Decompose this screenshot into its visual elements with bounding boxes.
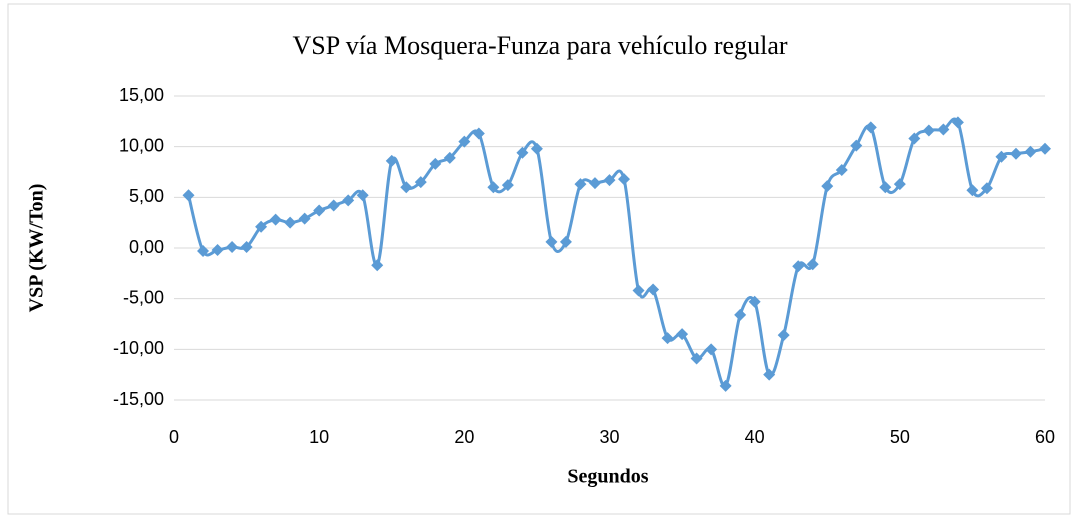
chart-frame (7, 3, 1071, 515)
data-point (748, 295, 761, 308)
data-point (414, 176, 427, 189)
data-point (734, 308, 747, 321)
data-point (937, 123, 950, 136)
data-point (719, 379, 732, 392)
x-tick-label: 40 (745, 427, 765, 447)
data-point (647, 283, 660, 296)
data-point (400, 181, 413, 194)
data-point (226, 240, 239, 253)
data-point (676, 328, 689, 341)
data-point (342, 194, 355, 207)
y-tick-label: 0,00 (129, 237, 164, 257)
data-point (922, 124, 935, 137)
x-tick-label: 50 (890, 427, 910, 447)
data-point (516, 146, 529, 159)
data-point (284, 216, 297, 229)
y-tick-label: 5,00 (129, 186, 164, 206)
data-point (632, 284, 645, 297)
data-point (501, 179, 514, 192)
data-point (980, 182, 993, 195)
data-point (182, 189, 195, 202)
x-tick-label: 20 (454, 427, 474, 447)
y-tick-label: 15,00 (119, 85, 164, 105)
data-point (327, 199, 340, 212)
data-point (588, 177, 601, 190)
data-point (313, 204, 326, 217)
data-point (1009, 147, 1022, 160)
data-point (893, 178, 906, 191)
data-point (255, 220, 268, 233)
data-point (545, 235, 558, 248)
y-tick-label: -10,00 (113, 338, 164, 358)
data-point (530, 142, 543, 155)
y-tick-label: 10,00 (119, 135, 164, 155)
data-point (429, 157, 442, 170)
data-point (966, 184, 979, 197)
data-point (806, 258, 819, 271)
data-point (763, 368, 776, 381)
data-point (1024, 145, 1037, 158)
data-point (443, 151, 456, 164)
data-point (559, 235, 572, 248)
x-tick-label: 10 (309, 427, 329, 447)
data-point (269, 213, 282, 226)
x-axis-label: Segundos (567, 466, 648, 488)
data-point (908, 132, 921, 145)
data-point (240, 240, 253, 253)
data-point (458, 135, 471, 148)
x-tick-label: 0 (169, 427, 179, 447)
data-point (618, 173, 631, 186)
data-point (385, 154, 398, 167)
data-point (487, 181, 500, 194)
x-tick-label: 60 (1035, 427, 1055, 447)
x-tick-label: 30 (599, 427, 619, 447)
data-point (951, 116, 964, 129)
data-point (821, 180, 834, 193)
data-point (298, 212, 311, 225)
data-point (1039, 142, 1051, 155)
data-point (792, 260, 805, 273)
y-tick-label: -15,00 (113, 389, 164, 409)
y-axis-label: VSP (KW/Ton) (26, 184, 48, 313)
data-point (835, 163, 848, 176)
chart-title: VSP vía Mosquera-Funza para vehículo reg… (292, 31, 787, 60)
data-point (690, 352, 703, 365)
data-point (356, 189, 369, 202)
data-point (574, 178, 587, 191)
data-point (197, 245, 210, 258)
data-point (879, 181, 892, 194)
data-point (472, 127, 485, 140)
data-point (864, 121, 877, 134)
data-point (603, 174, 616, 187)
data-point (705, 343, 718, 356)
data-point (211, 244, 224, 257)
data-point (777, 329, 790, 342)
data-point (661, 332, 674, 345)
y-tick-label: -5,00 (123, 287, 164, 307)
data-point (371, 259, 384, 272)
data-point (850, 139, 863, 152)
data-point (995, 150, 1008, 163)
